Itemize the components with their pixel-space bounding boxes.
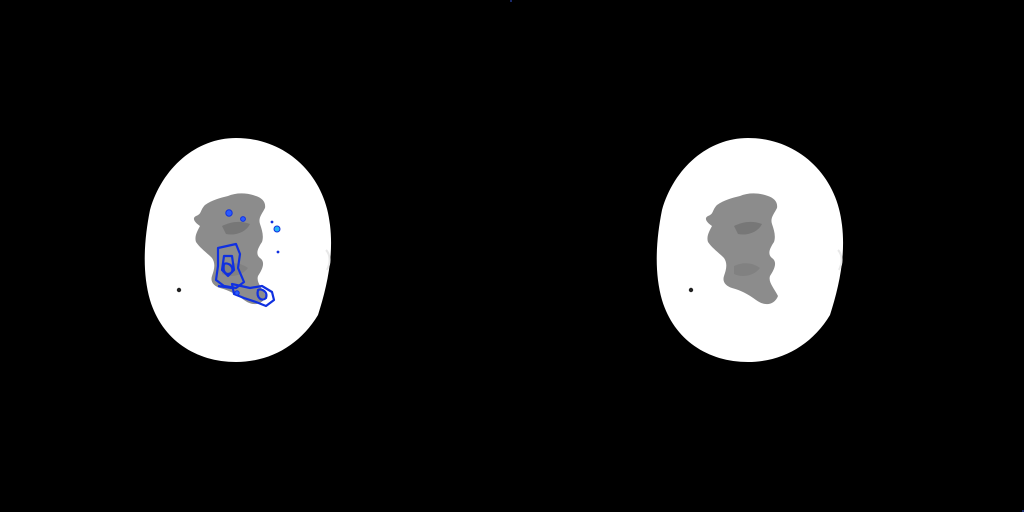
right-slice-image: [656, 138, 844, 362]
small-foramen-dot: [176, 287, 182, 293]
highlight-point: [273, 225, 281, 233]
left-slice-image: [144, 138, 332, 362]
segmentation-contours: [214, 242, 276, 308]
marrow-cavity: [193, 193, 266, 305]
small-foramen-dot: [688, 287, 694, 293]
right-slice-pane[interactable]: [512, 0, 1024, 512]
corner-marker: [510, 0, 512, 2]
contour-markers: [225, 209, 281, 296]
corner-marker: [1022, 510, 1024, 512]
left-slice-pane[interactable]: [0, 0, 512, 512]
marrow-cavity: [705, 193, 778, 305]
